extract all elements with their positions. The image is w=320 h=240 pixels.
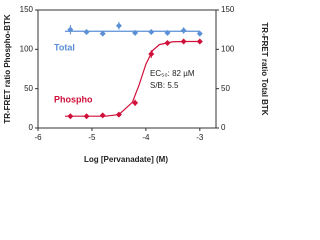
data-point xyxy=(196,30,203,37)
y-tick-label: 100 xyxy=(20,44,34,53)
y2-tick-label: 50 xyxy=(221,84,230,93)
y2-axis-label: TR-FRET ratio Total BTK xyxy=(260,22,269,115)
fit-curve xyxy=(64,40,200,117)
y2-tick-label: 100 xyxy=(221,44,235,53)
y-axis-label: TR-FRET ratio Phospho-BTK xyxy=(3,14,12,124)
data-point xyxy=(164,40,171,47)
data-point xyxy=(115,22,122,29)
series-label: Total xyxy=(54,42,75,52)
x-axis-label: Log [Pervanadate] (M) xyxy=(84,155,168,164)
data-point xyxy=(180,38,187,45)
data-point xyxy=(196,38,203,45)
x-tick-label: -4 xyxy=(142,133,150,142)
y-tick-label: 150 xyxy=(20,5,34,14)
data-point xyxy=(115,111,122,118)
data-point xyxy=(83,113,90,120)
data-point xyxy=(132,99,139,106)
data-point xyxy=(99,112,106,119)
x-tick-label: -6 xyxy=(34,133,42,142)
plot-frame xyxy=(37,9,217,129)
x-tick-label: -3 xyxy=(196,133,204,142)
y2-tick-label: 0 xyxy=(221,123,226,132)
y2-tick-label: 150 xyxy=(221,5,235,14)
data-point xyxy=(67,26,74,33)
data-point xyxy=(67,113,74,120)
annotation: S/B: 5.5 xyxy=(150,81,179,90)
x-tick-label: -5 xyxy=(88,133,96,142)
series-label: Phospho xyxy=(54,94,93,104)
data-point xyxy=(148,29,155,36)
annotation: EC₅₀: 82 µM xyxy=(150,69,195,78)
y-tick-label: 0 xyxy=(29,123,34,132)
data-point xyxy=(132,29,139,36)
data-point xyxy=(148,51,155,58)
data-point xyxy=(83,29,90,36)
chart: TR-FRET ratio Phospho-BTK TR-FRET ratio … xyxy=(3,5,269,164)
data-point xyxy=(180,27,187,34)
y-tick-label: 50 xyxy=(24,84,33,93)
data-point xyxy=(99,30,106,37)
data-point xyxy=(164,29,171,36)
